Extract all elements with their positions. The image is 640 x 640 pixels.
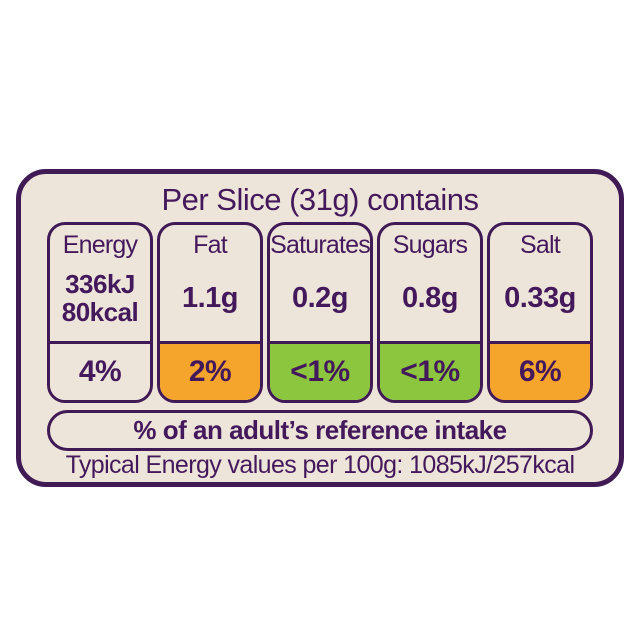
sugars-reference-intake: <1% <box>380 341 480 400</box>
saturates-value-section: Saturates 0.2g <box>270 225 370 341</box>
fat-name: Fat <box>193 231 228 260</box>
sugars-name: Sugars <box>392 231 468 260</box>
fat-value-section: Fat 1.1g <box>160 225 260 341</box>
saturates-amount: 0.2g <box>291 281 349 314</box>
salt-amount: 0.33g <box>504 281 576 314</box>
typical-energy-values: Typical Energy values per 100g: 1085kJ/2… <box>65 451 575 479</box>
reference-intake-note: % of an adult’s reference intake <box>47 409 593 451</box>
sugars-amount: 0.8g <box>401 281 459 314</box>
nutrient-cell-salt: Salt 0.33g 6% <box>487 222 593 403</box>
salt-value-section: Salt 0.33g <box>490 225 590 341</box>
nutrient-cell-saturates: Saturates 0.2g <1% <box>267 222 373 403</box>
nutrient-cell-fat: Fat 1.1g 2% <box>157 222 263 403</box>
nutrition-traffic-light-label: Per Slice (31g) contains Energy 336kJ 80… <box>16 169 624 487</box>
energy-reference-intake: 4% <box>50 341 150 400</box>
nutrient-cell-energy: Energy 336kJ 80kcal 4% <box>47 222 153 403</box>
nutrient-cells-row: Energy 336kJ 80kcal 4% Fat 1.1g 2% Satur… <box>47 222 593 403</box>
fat-amount: 1.1g <box>181 281 239 314</box>
nutrient-cell-sugars: Sugars 0.8g <1% <box>377 222 483 403</box>
energy-amount: 336kJ 80kcal <box>62 261 139 341</box>
saturates-name: Saturates <box>270 231 370 260</box>
fat-reference-intake: 2% <box>160 341 260 400</box>
saturates-reference-intake: <1% <box>270 341 370 400</box>
salt-reference-intake: 6% <box>490 341 590 400</box>
energy-value-section: Energy 336kJ 80kcal <box>50 225 150 341</box>
label-title: Per Slice (31g) contains <box>161 182 479 217</box>
energy-kcal-value: 80kcal <box>61 297 139 328</box>
energy-kj-value: 336kJ <box>65 269 135 300</box>
sugars-value-section: Sugars 0.8g <box>380 225 480 341</box>
energy-name: Energy <box>62 231 138 260</box>
salt-name: Salt <box>520 231 561 260</box>
